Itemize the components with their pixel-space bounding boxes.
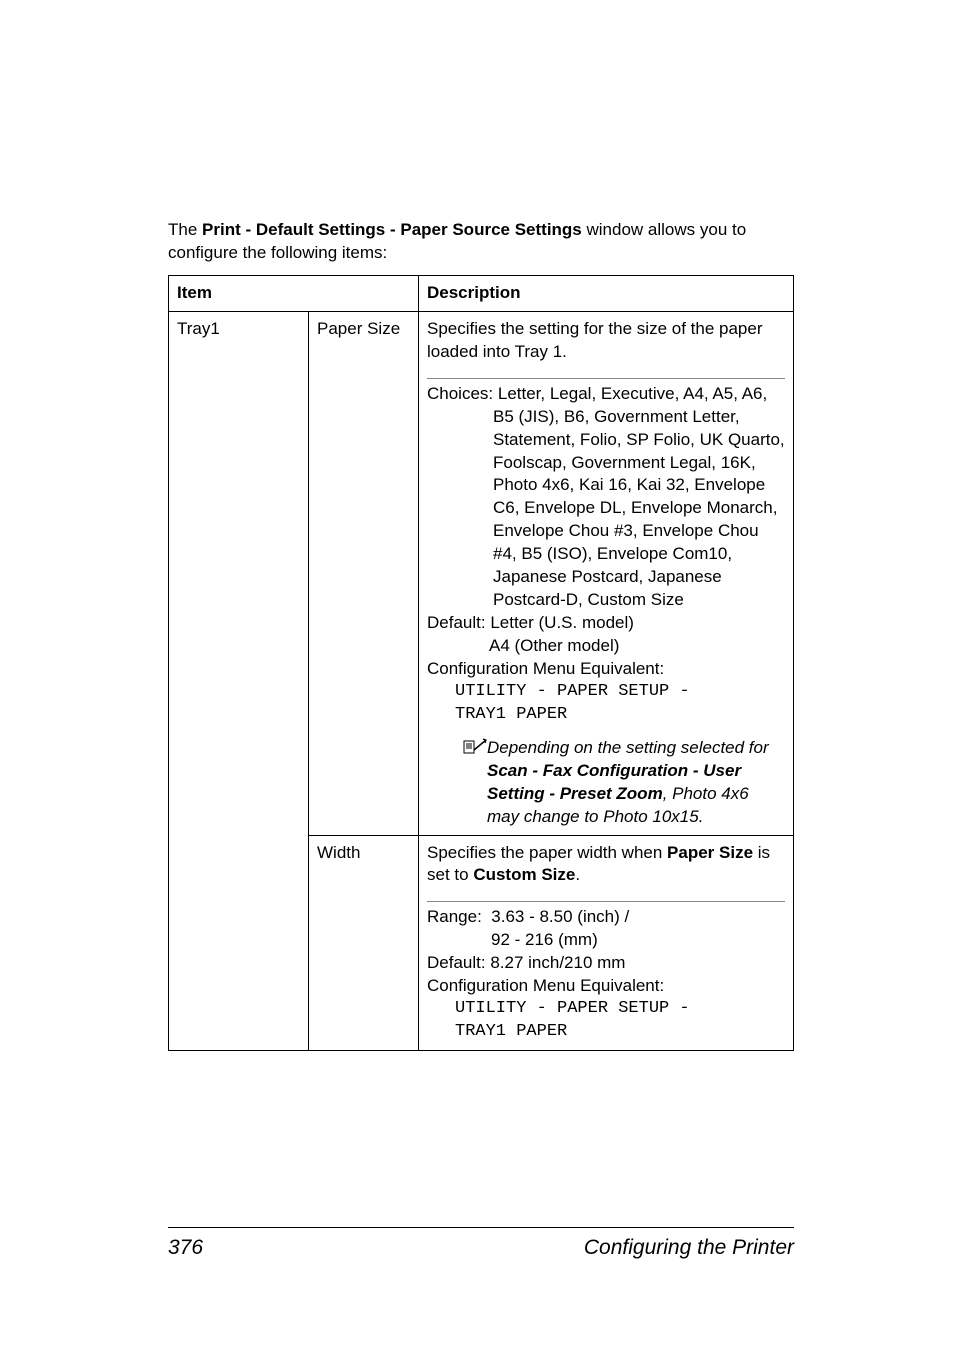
note-block: Depending on the setting selected for Sc… xyxy=(427,737,785,829)
note-lead: Depending on the setting selected for xyxy=(487,738,769,757)
intro-prefix: The xyxy=(168,220,202,239)
paper-size-desc1: Specifies the setting for the size of th… xyxy=(419,311,794,369)
width-default-label: Default: xyxy=(427,953,486,972)
width-config-label: Configuration Menu Equivalent: xyxy=(427,975,785,998)
row-paper-size-top: Tray1 Paper Size Specifies the setting f… xyxy=(169,311,794,369)
table-header-row: Item Description xyxy=(169,275,794,311)
width-desc-bold2: Custom Size xyxy=(473,865,575,884)
width-config-mono2: TRAY1 PAPER xyxy=(427,1021,785,1044)
intro-paragraph: The Print - Default Settings - Paper Sou… xyxy=(168,219,794,265)
choices-block: Choices: Letter, Legal, Executive, A4, A… xyxy=(427,383,785,612)
config-mono1: UTILITY - PAPER SETUP - xyxy=(427,681,785,704)
footer-title: Configuring the Printer xyxy=(584,1234,794,1262)
paper-size-label: Paper Size xyxy=(309,311,419,835)
width-desc-pre: Specifies the paper width when xyxy=(427,843,667,862)
intro-bold: Print - Default Settings - Paper Source … xyxy=(202,220,582,239)
header-item: Item xyxy=(169,275,419,311)
default-text2: A4 (Other model) xyxy=(427,635,785,658)
range-label: Range: xyxy=(427,907,482,926)
note-icon xyxy=(463,738,487,761)
page-number: 376 xyxy=(168,1234,203,1262)
width-details-cell: Range: 3.63 - 8.50 (inch) / 92 - 216 (mm… xyxy=(419,893,794,1050)
range-text2: 92 - 216 (mm) xyxy=(427,929,785,952)
choices-label: Choices: xyxy=(427,384,493,403)
inner-divider-2 xyxy=(427,901,785,902)
config-mono2: TRAY1 PAPER xyxy=(427,704,785,727)
page-footer: 376 Configuring the Printer xyxy=(168,1234,794,1262)
inner-divider xyxy=(427,378,785,379)
choices-text: Letter, Legal, Executive, A4, A5, A6, B5… xyxy=(493,384,785,609)
width-label: Width xyxy=(309,835,419,1051)
range-text1: 3.63 - 8.50 (inch) / xyxy=(491,907,629,926)
width-desc1: Specifies the paper width when Paper Siz… xyxy=(419,835,794,893)
default-block: Default: Letter (U.S. model) xyxy=(427,612,785,635)
range-block: Range: 3.63 - 8.50 (inch) / xyxy=(427,906,785,929)
paper-size-details-cell: Choices: Letter, Legal, Executive, A4, A… xyxy=(419,370,794,835)
width-default-text: 8.27 inch/210 mm xyxy=(490,953,625,972)
group-tray1: Tray1 xyxy=(169,311,309,1050)
header-description: Description xyxy=(419,275,794,311)
default-label: Default: xyxy=(427,613,486,632)
width-default: Default: 8.27 inch/210 mm xyxy=(427,952,785,975)
settings-table: Item Description Tray1 Paper Size Specif… xyxy=(168,275,794,1051)
width-desc-post: . xyxy=(575,865,580,884)
config-label: Configuration Menu Equivalent: xyxy=(427,658,785,681)
width-desc-bold1: Paper Size xyxy=(667,843,753,862)
footer-rule xyxy=(168,1227,794,1228)
default-text1: Letter (U.S. model) xyxy=(490,613,634,632)
width-config-mono1: UTILITY - PAPER SETUP - xyxy=(427,998,785,1021)
